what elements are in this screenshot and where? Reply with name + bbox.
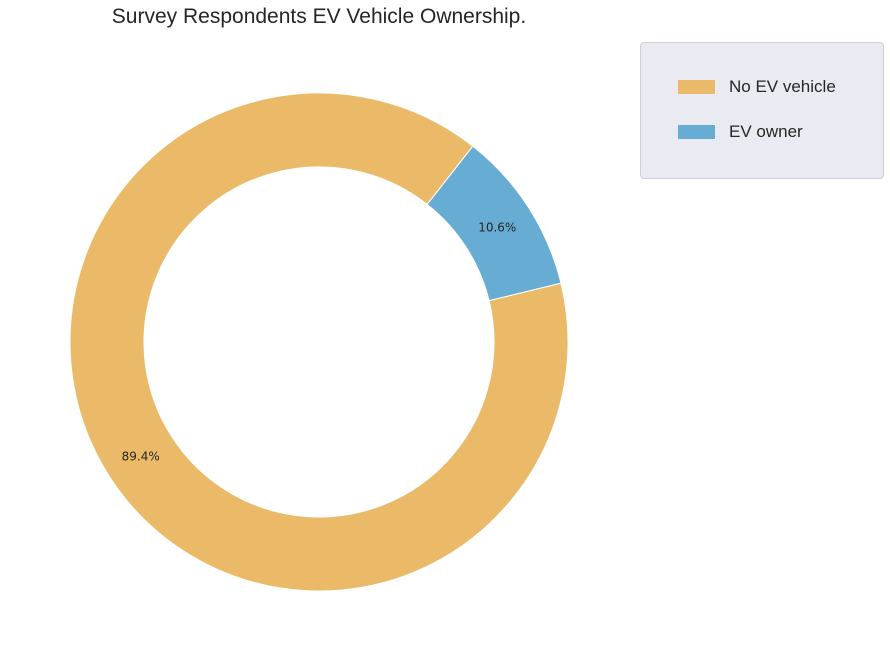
legend-swatch-ev-owner bbox=[678, 125, 715, 139]
chart-legend: No EV vehicle EV owner bbox=[640, 42, 884, 179]
chart-title: Survey Respondents EV Vehicle Ownership. bbox=[111, 5, 527, 28]
legend-item-ev-owner: EV owner bbox=[678, 120, 803, 144]
slice-percent-label-ev-owner: 10.6% bbox=[478, 220, 516, 234]
donut-slice-ev-owner bbox=[426, 145, 562, 302]
slice-percent-label-no-ev-vehicle: 89.4% bbox=[122, 450, 160, 464]
donut-slice-no-ev-vehicle bbox=[69, 92, 569, 592]
legend-label: No EV vehicle bbox=[729, 77, 836, 96]
legend-label: EV owner bbox=[729, 122, 803, 141]
legend-swatch-no-ev-vehicle bbox=[678, 80, 715, 94]
legend-item-no-ev-vehicle: No EV vehicle bbox=[678, 75, 836, 99]
